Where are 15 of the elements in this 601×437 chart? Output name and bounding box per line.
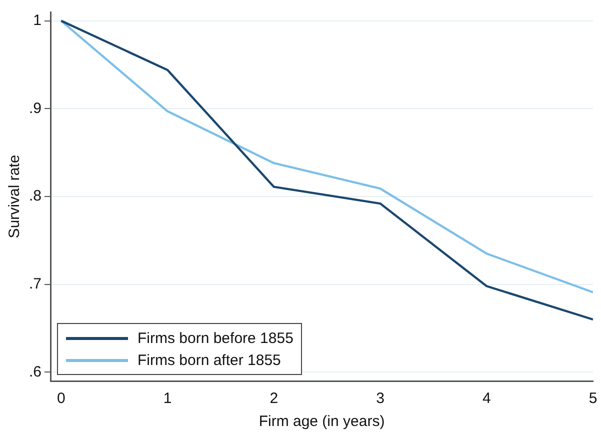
x-tick-label: 5 bbox=[588, 390, 598, 408]
x-tick-label: 0 bbox=[56, 390, 66, 408]
x-tick-label: 4 bbox=[482, 390, 491, 408]
y-tick-label: .9 bbox=[28, 100, 42, 117]
y-tick-label: .6 bbox=[28, 363, 42, 380]
legend-label: Firms born before 1855 bbox=[138, 330, 294, 346]
legend-label: Firms born after 1855 bbox=[138, 352, 281, 368]
y-tick-label: 1 bbox=[33, 12, 42, 29]
x-tick-label: 1 bbox=[163, 390, 172, 408]
x-tick-label: 2 bbox=[270, 390, 278, 408]
y-axis-title: Survival rate bbox=[6, 154, 24, 238]
x-axis-title: Firm age (in years) bbox=[258, 413, 385, 430]
x-tick-label: 3 bbox=[376, 390, 384, 408]
y-tick-label: .7 bbox=[28, 276, 42, 292]
y-tick-label: .8 bbox=[28, 188, 42, 205]
